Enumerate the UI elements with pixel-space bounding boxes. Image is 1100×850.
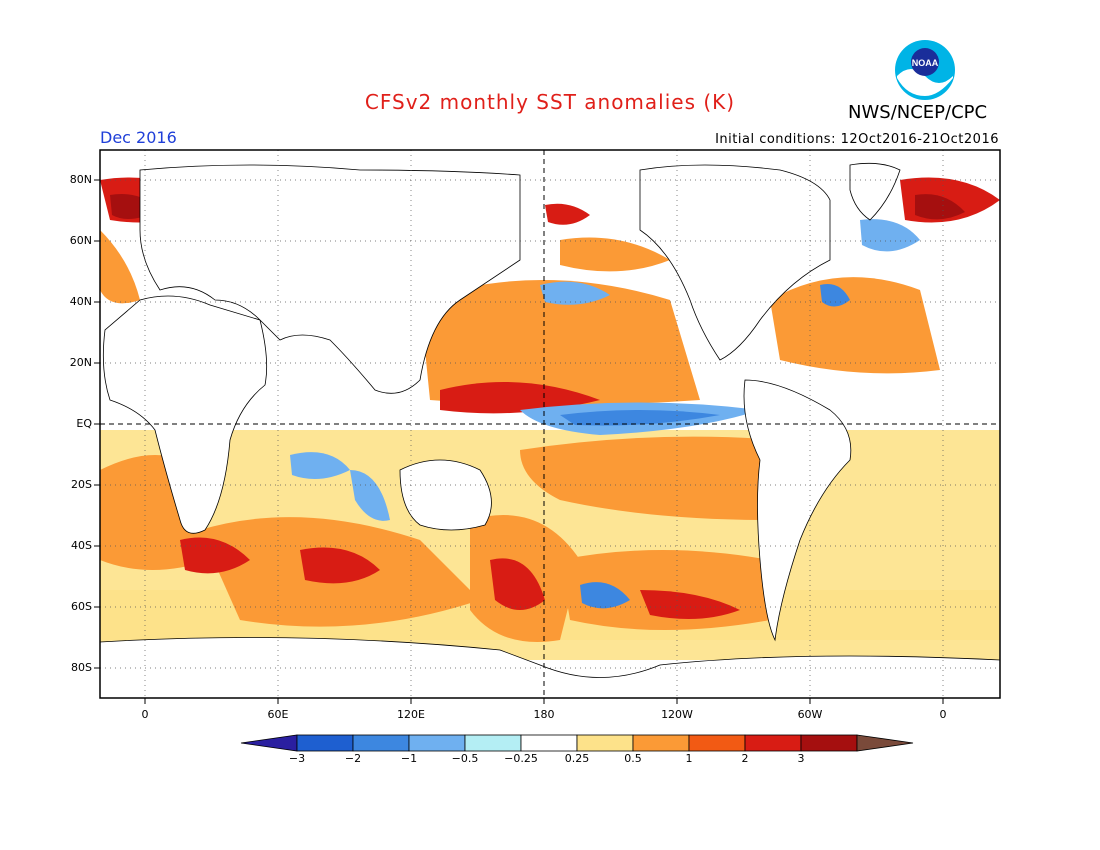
colorbar-cell — [576, 734, 634, 752]
lat-label: 80S — [71, 661, 92, 674]
colorbar-lower-extension — [240, 734, 298, 752]
lat-label: 20N — [69, 356, 92, 369]
noaa-logo-text: NOAA — [912, 58, 939, 68]
colorbar-label: −0.25 — [504, 752, 538, 765]
noaa-logo: NOAA — [895, 40, 955, 100]
colorbar-cell — [296, 734, 354, 752]
colorbar-label: 0.5 — [624, 752, 642, 765]
north-america — [639, 164, 831, 361]
lon-label: 0 — [939, 708, 947, 721]
colorbar-label: 3 — [797, 752, 805, 765]
colorbar-cell — [744, 734, 802, 752]
lat-label: 40N — [69, 295, 92, 308]
colorbar-cell — [520, 734, 578, 752]
antarctica — [100, 637, 1000, 698]
anomaly-field — [100, 177, 1000, 660]
colorbar-cell — [688, 734, 746, 752]
lat-label: 20S — [71, 478, 92, 491]
australia — [399, 459, 492, 531]
lon-label: 180 — [533, 708, 555, 721]
initial-conditions: Initial conditions: 12Oct2016-21Oct2016 — [715, 132, 999, 147]
colorbar — [240, 734, 914, 752]
lon-label: 120W — [661, 708, 693, 721]
lon-label: 0 — [141, 708, 149, 721]
lon-label: 60E — [267, 708, 289, 721]
coastlines — [100, 162, 1000, 698]
lon-label: 60W — [797, 708, 823, 721]
lat-label: 60N — [69, 234, 92, 247]
lon-label: 120E — [397, 708, 425, 721]
colorbar-cell — [408, 734, 466, 752]
lat-label: 40S — [71, 539, 92, 552]
colorbar-label: −0.5 — [451, 752, 479, 765]
colorbar-cell — [352, 734, 410, 752]
colorbar-label: −2 — [344, 752, 362, 765]
colorbar-cell — [632, 734, 690, 752]
agency-label: NWS/NCEP/CPC — [848, 102, 988, 123]
chart-title: CFSv2 monthly SST anomalies (K) — [364, 90, 736, 114]
greenland — [849, 162, 901, 221]
axis-ticks — [94, 179, 944, 704]
colorbar-label: 2 — [741, 752, 749, 765]
colorbar-cell — [464, 734, 522, 752]
colorbar-label: −1 — [400, 752, 418, 765]
reference-lines — [100, 150, 1000, 698]
south-america — [743, 379, 852, 642]
colorbar-label: 0.25 — [564, 752, 590, 765]
colorbar-label: 1 — [685, 752, 693, 765]
lat-label: EQ — [76, 417, 92, 430]
lat-label: 60S — [71, 600, 92, 613]
africa — [102, 295, 268, 534]
graticule — [100, 150, 1000, 698]
colorbar-upper-extension — [856, 734, 914, 752]
eurasia — [139, 164, 521, 394]
colorbar-cell — [800, 734, 858, 752]
colorbar-label: −3 — [288, 752, 306, 765]
forecast-month: Dec 2016 — [100, 128, 177, 147]
lat-label: 80N — [69, 173, 92, 186]
